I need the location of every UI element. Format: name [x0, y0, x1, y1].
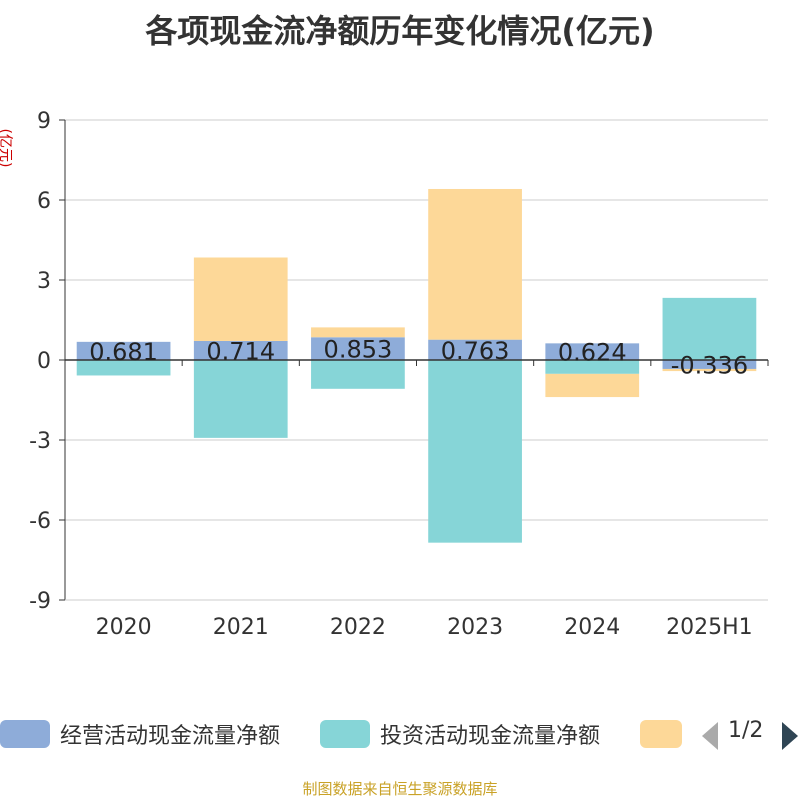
legend-swatch-third-series — [640, 720, 682, 748]
data-label-2021: 0.714 — [206, 337, 275, 365]
y-tick-label-4: -3 — [29, 429, 51, 454]
bar-series2-2021 — [193, 257, 288, 341]
legend-prev-page-icon[interactable] — [702, 722, 718, 750]
y-tick-label-6: -9 — [29, 589, 51, 614]
bar-series2-2024 — [545, 373, 640, 398]
y-tick-label-3: 0 — [37, 349, 51, 374]
legend-item-financing[interactable] — [640, 716, 682, 752]
data-label-2024: 0.624 — [558, 339, 627, 367]
bar-series0-2023 — [428, 339, 522, 360]
y-tick-label-5: -6 — [29, 509, 51, 534]
legend-swatch-investing — [320, 720, 370, 748]
x-tick-label-2025H1: 2025H1 — [666, 615, 753, 640]
data-label-2020: 0.681 — [89, 338, 158, 366]
y-tick-label-1: 6 — [37, 189, 51, 214]
y-tick-label-2: 3 — [37, 269, 51, 294]
bar-series0-2021 — [193, 340, 288, 360]
chart-plot: 9 6 3 0 -3 -6 -9 2020 2021 2022 2023 2024 2025H1 0.68… — [29, 109, 769, 640]
bar-series0-2025H1 — [662, 360, 757, 369]
legend-item-operating[interactable]: 经营活动现金流量净额 — [0, 716, 280, 752]
legend-page-indicator: 1/2 — [728, 718, 764, 743]
x-tick-label-2023: 2023 — [447, 615, 503, 640]
legend-next-page-icon[interactable] — [782, 722, 798, 750]
legend-label-investing: 投资活动现金流量净额 — [380, 724, 601, 749]
data-label-2022: 0.853 — [324, 336, 393, 364]
chart-title: 各项现金流净额历年变化情况(亿元) — [145, 12, 655, 50]
bar-series1-2023 — [428, 360, 522, 543]
bar-series1-2021 — [193, 360, 288, 438]
legend-item-investing[interactable]: 投资活动现金流量净额 — [320, 716, 600, 752]
bar-series1-2024 — [545, 360, 640, 374]
x-tick-label-2024: 2024 — [564, 615, 620, 640]
bar-series2-2025H1 — [662, 368, 757, 372]
source-note: 制图数据来自恒生聚源数据库 — [302, 780, 498, 798]
data-label-2023: 0.763 — [441, 337, 510, 365]
bar-series0-2022 — [311, 337, 405, 360]
legend: 经营活动现金流量净额 投资活动现金流量净额 — [0, 716, 800, 756]
bar-series0-2020 — [76, 341, 171, 360]
bar-series2-2023 — [428, 188, 522, 340]
legend-swatch-operating — [0, 720, 50, 748]
bar-series1-2022 — [311, 360, 405, 389]
bar-series1-2025H1 — [662, 297, 757, 360]
bar-series1-2020 — [76, 360, 171, 376]
legend-label-operating: 经营活动现金流量净额 — [60, 724, 281, 749]
bar-series2-2022 — [311, 327, 405, 338]
data-label-2025H1: -0.336 — [671, 351, 748, 379]
y-tick-label-0: 9 — [37, 109, 51, 134]
x-tick-label-2022: 2022 — [330, 615, 386, 640]
x-tick-label-2020: 2020 — [96, 615, 152, 640]
bar-series0-2024 — [545, 343, 640, 360]
x-tick-label-2021: 2021 — [213, 615, 269, 640]
